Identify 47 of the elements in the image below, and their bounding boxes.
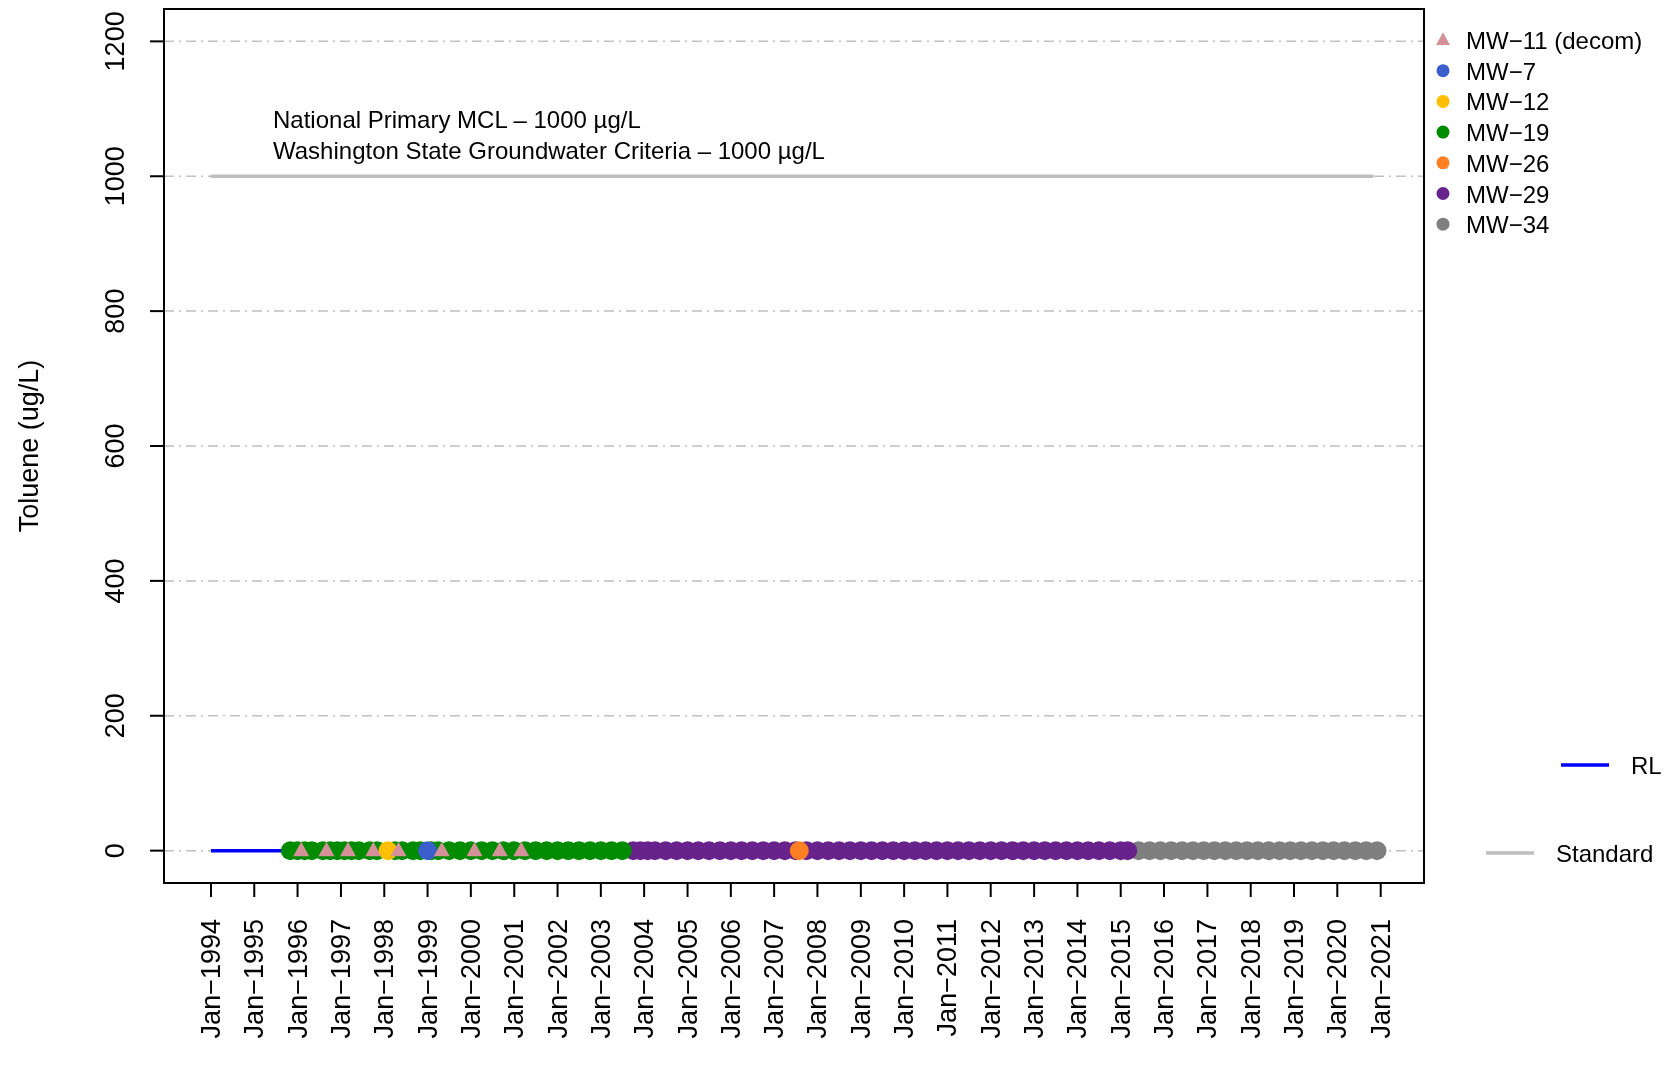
x-tick-label: Jan−2020 <box>1322 919 1353 1039</box>
x-tick-label: Jan−2004 <box>629 919 660 1039</box>
x-tick-label: Jan−2013 <box>1019 919 1050 1039</box>
legend-label: Standard <box>1556 840 1654 867</box>
legend-label: MW−19 <box>1466 119 1550 147</box>
x-tick-label: Jan−1997 <box>325 919 356 1039</box>
x-tick-label: Jan−2003 <box>585 919 616 1039</box>
x-tick-label: Jan−1998 <box>369 919 400 1039</box>
y-tick-label: 1200 <box>100 11 130 72</box>
y-tick-label: 1000 <box>100 146 130 207</box>
x-tick-label: Jan−2007 <box>759 919 790 1039</box>
legend-label: MW−29 <box>1466 180 1550 208</box>
x-tick-label: Jan−2005 <box>672 919 703 1039</box>
x-tick-label: Jan−2009 <box>845 919 876 1039</box>
x-tick-label: Jan−2011 <box>932 919 963 1037</box>
x-tick-label: Jan−2001 <box>499 919 530 1039</box>
annotation: National Primary MCL – 1000 µg/L <box>273 106 641 133</box>
y-tick-label: 800 <box>100 288 130 334</box>
x-tick-label: Jan−1994 <box>195 919 226 1039</box>
y-axis-title: Toluene (ug/L) <box>14 359 44 533</box>
x-tick-label: Jan−1995 <box>239 919 270 1039</box>
x-tick-label: Jan−2008 <box>802 919 833 1039</box>
legend-label: MW−7 <box>1466 57 1537 85</box>
x-tick-label: Jan−2019 <box>1279 919 1309 1039</box>
legend-label: MW−26 <box>1466 149 1550 177</box>
x-tick-label: Jan−2012 <box>975 919 1006 1039</box>
legend-label: MW−34 <box>1466 211 1550 239</box>
x-tick-label: Jan−2018 <box>1235 919 1266 1039</box>
x-tick-label: Jan−2016 <box>1149 919 1180 1039</box>
x-tick-label: Jan−2000 <box>455 919 486 1039</box>
legend-label: MW−11 (decom) <box>1466 27 1643 54</box>
y-tick-label: 600 <box>100 423 130 469</box>
x-tick-label: Jan−2006 <box>715 919 746 1039</box>
annotation: Washington State Groundwater Criteria – 1000 µg/L <box>273 137 825 164</box>
x-tick-label: Jan−2021 <box>1365 919 1396 1039</box>
x-tick-label: Jan−1999 <box>412 919 443 1039</box>
legend-label: RL <box>1631 752 1662 779</box>
y-tick-label: 400 <box>100 558 130 604</box>
legend-label: MW−12 <box>1466 88 1550 116</box>
x-tick-label: Jan−2017 <box>1192 919 1223 1039</box>
y-tick-label: 0 <box>100 843 130 859</box>
y-tick-label: 200 <box>100 693 130 739</box>
x-tick-label: Jan−2014 <box>1062 919 1093 1039</box>
x-tick-label: Jan−2015 <box>1105 919 1136 1039</box>
x-tick-label: Jan−2002 <box>542 919 573 1039</box>
x-tick-label: Jan−1996 <box>282 919 313 1039</box>
x-tick-label: Jan−2010 <box>889 919 920 1039</box>
